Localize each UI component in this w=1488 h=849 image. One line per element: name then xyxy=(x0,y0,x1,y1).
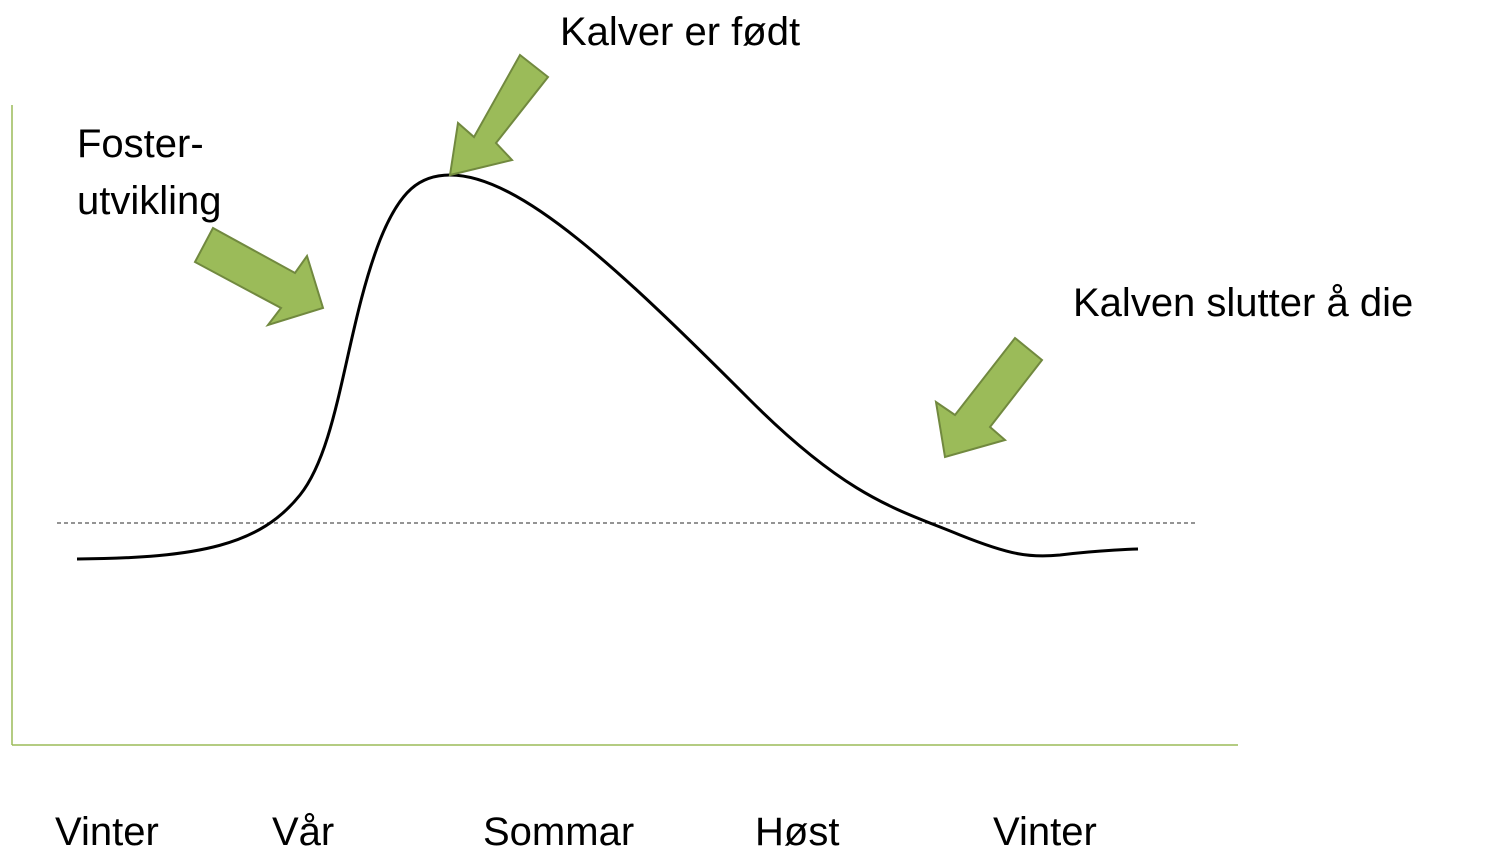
season-label: Sommar xyxy=(483,810,634,849)
season-label: Vinter xyxy=(993,810,1097,849)
arrow xyxy=(193,226,325,327)
hormone-curve xyxy=(76,173,1139,561)
arrow xyxy=(448,53,550,177)
annotation: utvikling xyxy=(77,179,222,223)
arrow xyxy=(934,336,1044,459)
season-label: Vår xyxy=(272,810,334,849)
season-label: Vinter xyxy=(55,810,159,849)
season-label: Høst xyxy=(755,810,839,849)
annotation: Kalver er født xyxy=(560,10,800,54)
annotation: Foster- xyxy=(77,122,204,166)
annotation: Kalven slutter å die xyxy=(1073,281,1413,325)
